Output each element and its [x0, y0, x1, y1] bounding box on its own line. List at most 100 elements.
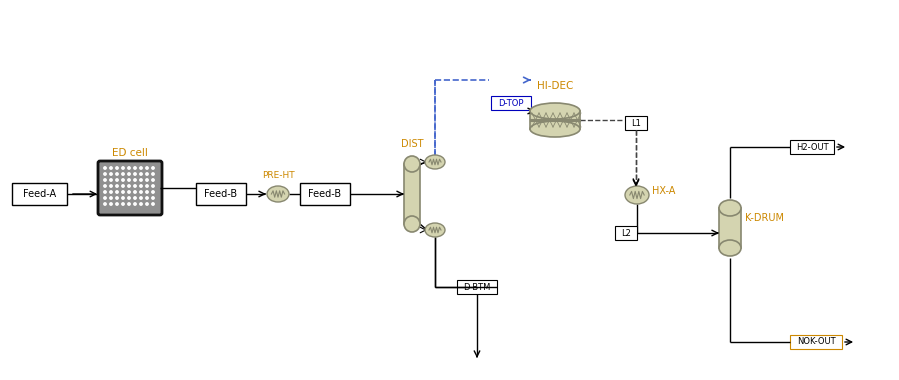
- Text: Feed-A: Feed-A: [23, 189, 56, 199]
- Circle shape: [146, 197, 148, 199]
- Text: HX-A: HX-A: [652, 186, 675, 196]
- Text: D-TOP: D-TOP: [498, 98, 524, 108]
- Text: Feed-B: Feed-B: [204, 189, 237, 199]
- Text: K-DRUM: K-DRUM: [745, 213, 784, 223]
- Circle shape: [103, 191, 106, 193]
- Circle shape: [146, 167, 148, 169]
- Circle shape: [116, 203, 118, 205]
- Circle shape: [110, 167, 112, 169]
- Circle shape: [110, 173, 112, 175]
- Text: ED cell: ED cell: [112, 148, 148, 158]
- Circle shape: [152, 197, 155, 199]
- Circle shape: [128, 179, 130, 181]
- Circle shape: [152, 185, 155, 187]
- Circle shape: [121, 167, 124, 169]
- Circle shape: [152, 167, 155, 169]
- Circle shape: [128, 197, 130, 199]
- Text: L1: L1: [631, 119, 641, 128]
- Circle shape: [140, 203, 142, 205]
- Ellipse shape: [625, 186, 649, 204]
- Circle shape: [146, 203, 148, 205]
- Circle shape: [103, 179, 106, 181]
- Ellipse shape: [719, 200, 741, 216]
- Circle shape: [140, 197, 142, 199]
- Bar: [457, 280, 497, 294]
- Text: HI-DEC: HI-DEC: [537, 81, 574, 91]
- Circle shape: [103, 185, 106, 187]
- Bar: [790, 335, 842, 349]
- Circle shape: [128, 191, 130, 193]
- Circle shape: [140, 173, 142, 175]
- Circle shape: [116, 185, 118, 187]
- Circle shape: [134, 185, 137, 187]
- Bar: [12, 183, 67, 205]
- Ellipse shape: [425, 223, 445, 237]
- Circle shape: [146, 191, 148, 193]
- Circle shape: [121, 185, 124, 187]
- Circle shape: [110, 203, 112, 205]
- FancyBboxPatch shape: [98, 161, 162, 215]
- Circle shape: [152, 191, 155, 193]
- Bar: [300, 183, 350, 205]
- Circle shape: [110, 197, 112, 199]
- Circle shape: [134, 191, 137, 193]
- Bar: [196, 183, 246, 205]
- Ellipse shape: [404, 156, 420, 172]
- Circle shape: [140, 185, 142, 187]
- Bar: [404, 164, 420, 224]
- Bar: [790, 140, 834, 154]
- Circle shape: [152, 203, 155, 205]
- Circle shape: [116, 167, 118, 169]
- Circle shape: [128, 167, 130, 169]
- Ellipse shape: [425, 155, 445, 169]
- Circle shape: [134, 197, 137, 199]
- Text: L2: L2: [621, 228, 631, 238]
- Circle shape: [116, 173, 118, 175]
- Circle shape: [146, 173, 148, 175]
- Circle shape: [116, 197, 118, 199]
- Circle shape: [140, 167, 142, 169]
- Circle shape: [121, 203, 124, 205]
- Bar: [719, 208, 741, 248]
- Circle shape: [152, 173, 155, 175]
- Ellipse shape: [267, 186, 289, 202]
- Circle shape: [128, 185, 130, 187]
- Ellipse shape: [530, 103, 580, 119]
- Circle shape: [128, 203, 130, 205]
- Circle shape: [134, 179, 137, 181]
- Circle shape: [110, 185, 112, 187]
- Text: PRE-HT: PRE-HT: [262, 171, 294, 180]
- Circle shape: [146, 179, 148, 181]
- Circle shape: [121, 179, 124, 181]
- Bar: [491, 96, 531, 110]
- Ellipse shape: [530, 121, 580, 137]
- Ellipse shape: [719, 240, 741, 256]
- Circle shape: [134, 173, 137, 175]
- Circle shape: [103, 203, 106, 205]
- Circle shape: [140, 191, 142, 193]
- Text: NOK-OUT: NOK-OUT: [797, 337, 835, 347]
- Circle shape: [140, 179, 142, 181]
- Circle shape: [116, 179, 118, 181]
- Circle shape: [134, 203, 137, 205]
- Bar: [615, 226, 637, 240]
- Bar: [530, 111, 580, 129]
- Circle shape: [110, 179, 112, 181]
- Text: Feed-B: Feed-B: [308, 189, 342, 199]
- Circle shape: [121, 197, 124, 199]
- Circle shape: [116, 191, 118, 193]
- Circle shape: [103, 173, 106, 175]
- Ellipse shape: [404, 216, 420, 232]
- Circle shape: [103, 167, 106, 169]
- Bar: [625, 116, 647, 130]
- Circle shape: [103, 197, 106, 199]
- Circle shape: [134, 167, 137, 169]
- Text: H2-OUT: H2-OUT: [796, 142, 828, 152]
- Circle shape: [146, 185, 148, 187]
- Text: D-BTM: D-BTM: [463, 282, 491, 291]
- Circle shape: [110, 191, 112, 193]
- Circle shape: [152, 179, 155, 181]
- Circle shape: [121, 173, 124, 175]
- Circle shape: [128, 173, 130, 175]
- Circle shape: [121, 191, 124, 193]
